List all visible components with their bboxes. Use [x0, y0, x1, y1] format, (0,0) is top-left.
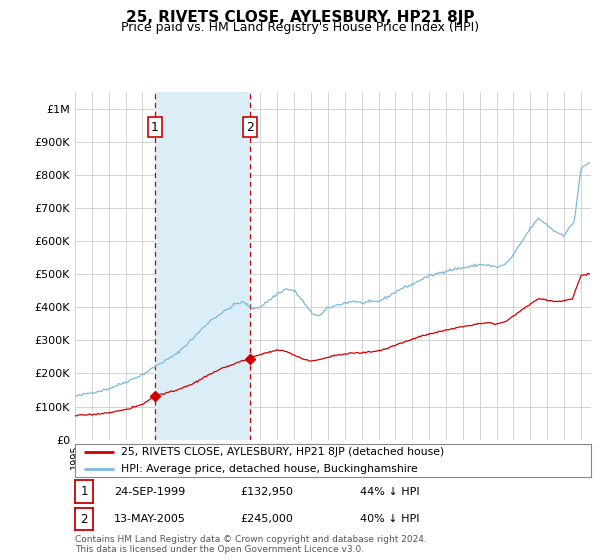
Bar [155, 92, 250, 440]
Text: £245,000: £245,000 [240, 514, 293, 524]
Text: £132,950: £132,950 [240, 487, 293, 497]
Text: 44% ↓ HPI: 44% ↓ HPI [360, 487, 419, 497]
Text: 1: 1 [80, 485, 88, 498]
Text: 24-SEP-1999: 24-SEP-1999 [114, 487, 185, 497]
Text: 13-MAY-2005: 13-MAY-2005 [114, 514, 186, 524]
Text: 1: 1 [151, 120, 158, 134]
Text: HPI: Average price, detached house, Buckinghamshire: HPI: Average price, detached house, Buck… [121, 464, 418, 474]
Text: 25, RIVETS CLOSE, AYLESBURY, HP21 8JP: 25, RIVETS CLOSE, AYLESBURY, HP21 8JP [126, 10, 474, 25]
Text: 2: 2 [246, 120, 254, 134]
Text: Price paid vs. HM Land Registry's House Price Index (HPI): Price paid vs. HM Land Registry's House … [121, 21, 479, 34]
Text: 25, RIVETS CLOSE, AYLESBURY, HP21 8JP (detached house): 25, RIVETS CLOSE, AYLESBURY, HP21 8JP (d… [121, 447, 445, 457]
Text: Contains HM Land Registry data © Crown copyright and database right 2024.
This d: Contains HM Land Registry data © Crown c… [75, 535, 427, 554]
Text: 40% ↓ HPI: 40% ↓ HPI [360, 514, 419, 524]
Text: 2: 2 [80, 512, 88, 526]
